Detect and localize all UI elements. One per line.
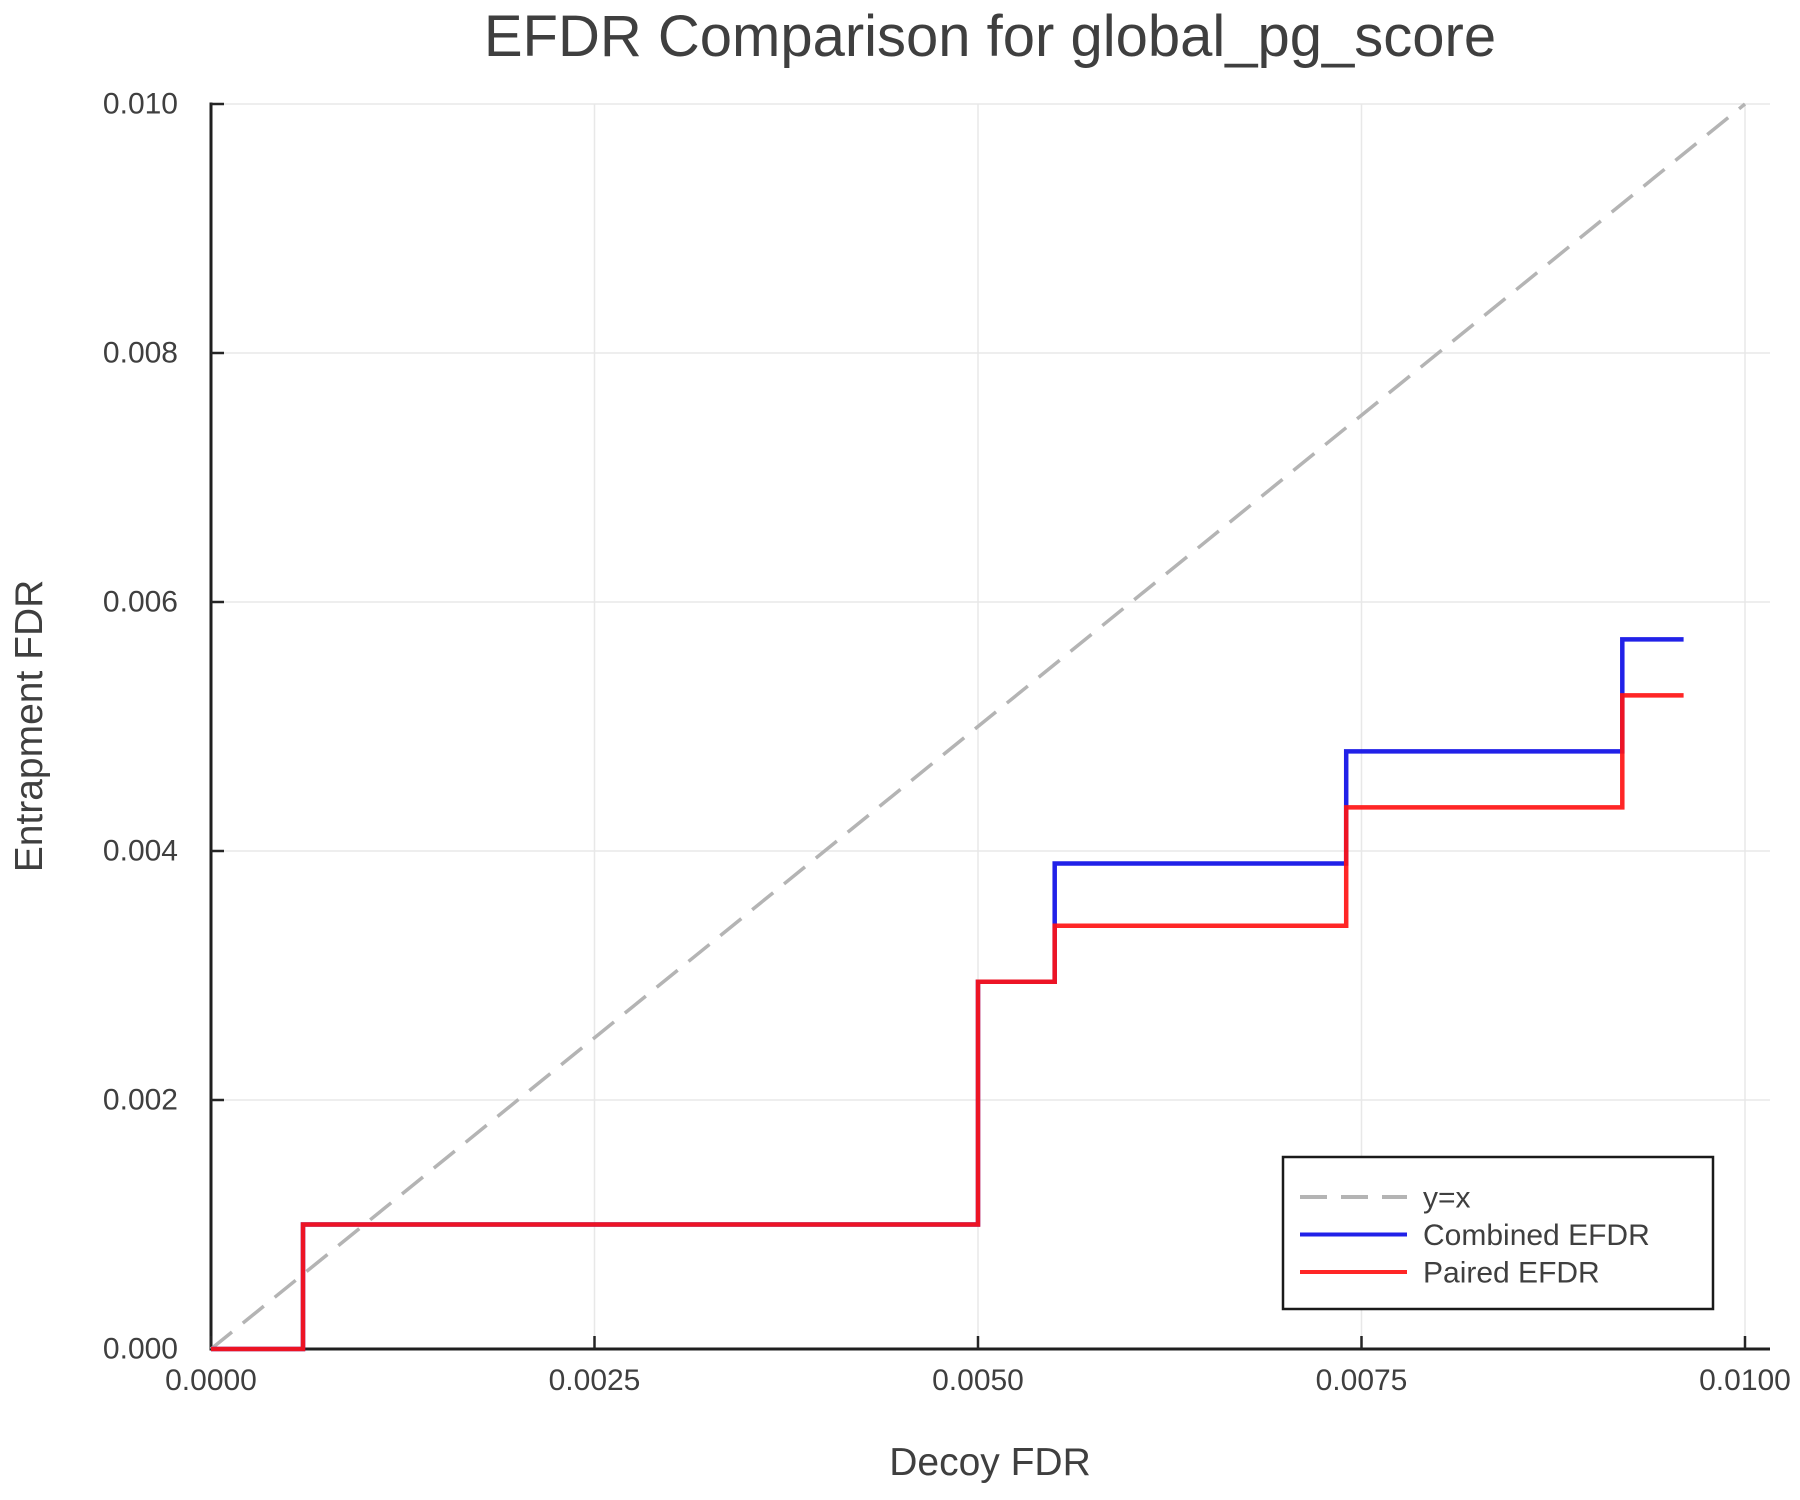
x-tick-label-0.0100: 0.0100 <box>1699 1364 1791 1397</box>
chart-title: EFDR Comparison for global_pg_score <box>484 4 1496 69</box>
axis-ticks-layer: 0.0000 0.0025 0.0050 0.0075 0.0100 0.000 0.002… <box>103 88 1791 1398</box>
legend-label-paired-efdr: Paired EFDR <box>1423 1257 1600 1290</box>
axes-spines-layer <box>209 102 1770 1351</box>
x-axis-label: Decoy FDR <box>889 1441 1091 1484</box>
legend-label-combined-efdr: Combined EFDR <box>1423 1219 1650 1252</box>
y-axis-label: Entrapment FDR <box>8 580 51 873</box>
series-line-paired-efdr <box>211 693 1684 1352</box>
legend-label-y-x: y=x <box>1423 1182 1471 1215</box>
x-tick-label-0.0050: 0.0050 <box>932 1364 1024 1397</box>
x-tick-label-0.0075: 0.0075 <box>1316 1364 1408 1397</box>
y-tick-label-0.010: 0.010 <box>103 88 178 121</box>
x-tick-label-0.0000: 0.0000 <box>165 1364 257 1397</box>
y-tick-label-0.002: 0.002 <box>103 1084 178 1117</box>
y-tick-label-0.004: 0.004 <box>103 835 178 868</box>
legend: y=x Combined EFDR Paired EFDR <box>1281 1155 1715 1311</box>
series-line-y-x <box>209 102 1747 1351</box>
y-tick-label-0.000: 0.000 <box>103 1333 178 1366</box>
data-series-layer <box>209 102 1747 1352</box>
y-tick-label-0.006: 0.006 <box>103 586 178 619</box>
y-tick-label-0.008: 0.008 <box>103 337 178 370</box>
x-tick-label-0.0025: 0.0025 <box>549 1364 641 1397</box>
